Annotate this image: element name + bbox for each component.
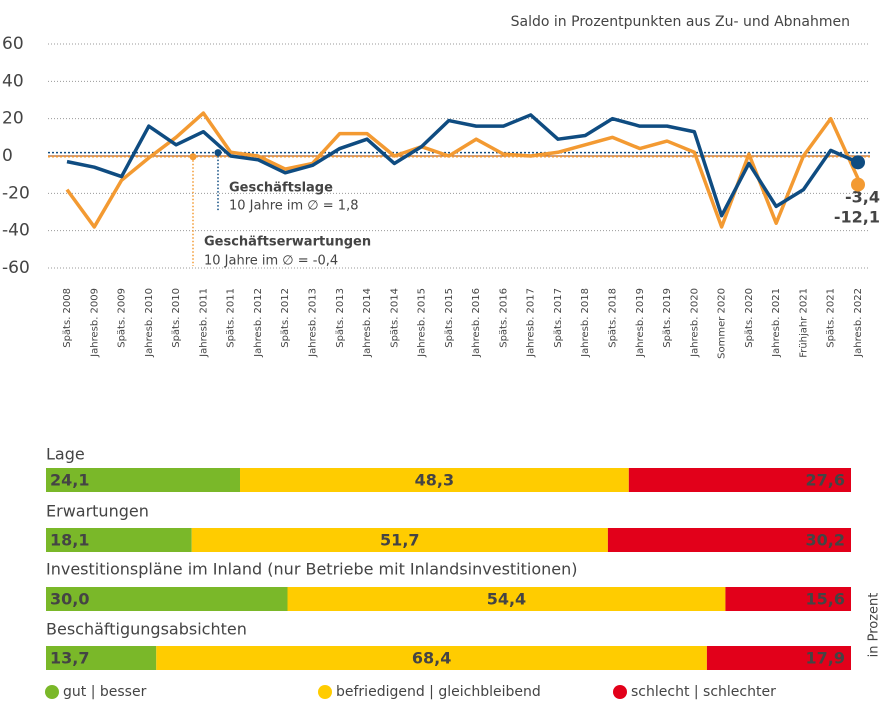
axis-label: in Prozent	[867, 593, 882, 658]
mean-dot	[214, 149, 222, 157]
x-tick-label: Jahresb. 2019	[635, 288, 646, 358]
y-tick-label: 60	[2, 34, 24, 54]
legend-dot	[613, 685, 627, 699]
bar-label: 13,7	[50, 649, 89, 668]
mean-dot	[189, 153, 197, 161]
bar-label: 48,3	[415, 471, 454, 490]
x-tick-label: Jahresb. 2014	[362, 288, 373, 358]
x-tick-label: Jahresb. 2018	[580, 288, 591, 358]
x-tick-label: Späts. 2008	[62, 288, 73, 348]
bar-segment	[46, 528, 192, 552]
legend-label: schlecht | schlechter	[631, 684, 776, 700]
x-tick-label: Jahresb. 2022	[853, 288, 864, 358]
x-tick-label: Späts. 2010	[171, 288, 182, 348]
bar-segment	[191, 528, 608, 552]
x-tick-label: Späts. 2009	[117, 288, 128, 348]
bar-label: 51,7	[380, 531, 419, 550]
y-tick-label: -60	[2, 258, 30, 278]
annotation-title: Geschäftserwartungen	[204, 235, 371, 250]
annotation-text: 10 Jahre im ∅ = -0,4	[204, 254, 338, 269]
y-tick-label: -20	[2, 183, 30, 203]
bar-segment	[706, 646, 851, 670]
x-tick-label: Jahresb. 2009	[89, 288, 100, 358]
bar-label: 17,9	[806, 649, 845, 668]
bar-segment	[240, 468, 629, 492]
x-tick-label: Sommer 2020	[717, 288, 728, 359]
end-label: -3,4	[845, 188, 880, 207]
y-tick-label: 20	[2, 109, 24, 129]
bar-segment	[156, 646, 707, 670]
x-tick-label: Jahresb. 2020	[689, 288, 700, 358]
category-label: Beschäftigungsabsichten	[46, 620, 247, 639]
annotation-title: Geschäftslage	[229, 181, 333, 196]
x-tick-label: Jahresb. 2011	[198, 288, 209, 358]
legend-label: gut | besser	[63, 684, 147, 700]
x-tick-label: Jahresb. 2016	[471, 288, 482, 358]
x-tick-label: Späts. 2018	[608, 288, 619, 348]
x-tick-label: Späts. 2012	[280, 288, 291, 348]
bar-segment	[46, 587, 288, 611]
x-tick-label: Späts. 2017	[553, 288, 564, 348]
x-tick-label: Jahresb. 2015	[417, 288, 428, 358]
y-tick-label: 0	[2, 146, 13, 166]
x-tick-label: Späts. 2016	[498, 288, 509, 348]
legend-dot	[45, 685, 59, 699]
bar-label: 27,6	[806, 471, 845, 490]
bar-label: 30,2	[806, 531, 845, 550]
bar-label: 30,0	[50, 590, 89, 609]
x-tick-label: Späts. 2019	[662, 288, 673, 348]
bar-segment	[628, 468, 851, 492]
series-line	[66, 113, 859, 218]
bar-segment	[287, 587, 726, 611]
end-dot	[851, 155, 865, 170]
category-label: Erwartungen	[46, 502, 149, 521]
x-tick-label: Jahresb. 2017	[526, 288, 537, 358]
category-label: Lage	[46, 445, 85, 464]
x-tick-label: Jahresb. 2012	[253, 288, 264, 358]
bar-segment	[607, 528, 851, 552]
end-dot	[851, 177, 865, 192]
y-tick-label: 40	[2, 71, 24, 91]
x-tick-label: Späts. 2015	[444, 288, 455, 348]
bar-label: 24,1	[50, 471, 89, 490]
bar-label: 15,6	[806, 590, 845, 609]
x-tick-label: Frühjahr 2021	[798, 288, 809, 358]
end-label: -12,1	[834, 208, 880, 227]
bar-segment	[46, 646, 157, 670]
legend-dot	[318, 685, 332, 699]
bar-segment	[725, 587, 851, 611]
x-tick-label: Jahresb. 2010	[144, 288, 155, 358]
x-tick-label: Späts. 2011	[226, 288, 237, 348]
series-line	[65, 111, 860, 229]
bar-label: 68,4	[412, 649, 451, 668]
annotation-text: 10 Jahre im ∅ = 1,8	[229, 199, 358, 214]
x-tick-label: Späts. 2021	[826, 288, 837, 348]
legend-label: befriedigend | gleichbleibend	[336, 684, 541, 700]
bar-segment	[46, 468, 241, 492]
x-tick-label: Jahresb. 2021	[771, 288, 782, 358]
chart-subtitle: Saldo in Prozentpunkten aus Zu- und Abna…	[511, 14, 850, 30]
category-label: Investitionspläne im Inland (nur Betrieb…	[46, 560, 578, 579]
bar-label: 54,4	[487, 590, 526, 609]
x-tick-label: Späts. 2020	[744, 288, 755, 348]
x-tick-label: Jahresb. 2013	[307, 288, 318, 358]
y-tick-label: -40	[2, 221, 30, 241]
x-tick-label: Späts. 2014	[389, 288, 400, 348]
bar-label: 18,1	[50, 531, 89, 550]
x-tick-label: Späts. 2013	[335, 288, 346, 348]
